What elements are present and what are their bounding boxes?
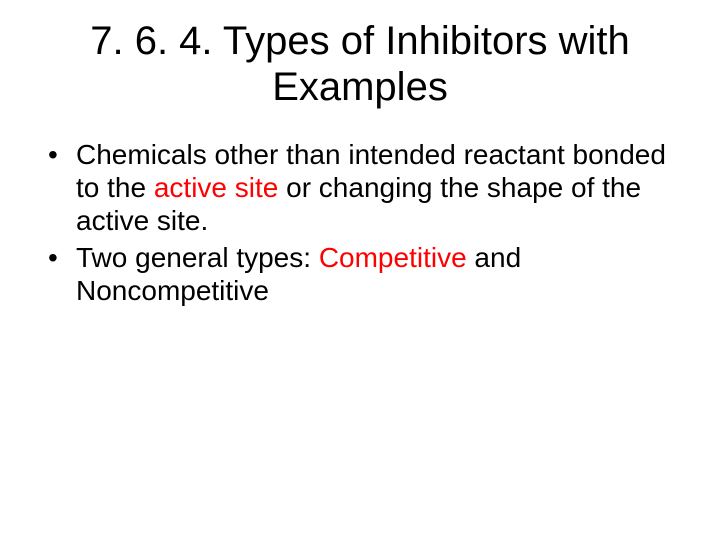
bullet-list: Chemicals other than intended reactant b… [40, 138, 686, 307]
title-line-1: 7. 6. 4. Types of Inhibitors with [90, 19, 630, 63]
slide: 7. 6. 4. Types of Inhibitors with Exampl… [0, 0, 720, 540]
title-line-2: Examples [272, 65, 448, 109]
bullet-2-text-a: Two general types: [76, 242, 319, 273]
bullet-1-highlight: active site [154, 172, 279, 203]
slide-title: 7. 6. 4. Types of Inhibitors with Exampl… [34, 18, 686, 110]
bullet-1: Chemicals other than intended reactant b… [40, 138, 686, 237]
bullet-2-highlight: Competitive [319, 242, 467, 273]
bullet-2: Two general types: Competitive and Nonco… [40, 241, 686, 307]
